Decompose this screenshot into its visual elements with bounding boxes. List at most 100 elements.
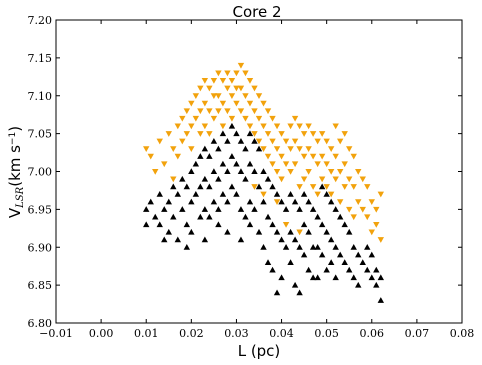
data-point: [233, 85, 240, 92]
data-point: [219, 160, 227, 167]
data-point: [183, 183, 191, 190]
x-tick-label: 0.00: [89, 327, 114, 340]
data-point: [228, 93, 236, 99]
data-point: [355, 199, 362, 205]
data-point: [246, 198, 254, 205]
data-point: [237, 168, 245, 175]
data-point: [287, 228, 294, 235]
data-point: [206, 85, 213, 92]
data-point: [278, 198, 285, 205]
data-point: [278, 153, 285, 160]
data-point: [264, 213, 272, 220]
data-point: [224, 70, 231, 77]
data-point: [278, 176, 285, 183]
data-point: [170, 213, 177, 220]
data-point: [373, 221, 380, 228]
data-point: [251, 206, 258, 212]
data-point: [323, 184, 330, 190]
data-point: [350, 244, 357, 250]
data-point: [174, 191, 181, 197]
plot-frame: [55, 19, 463, 324]
data-point: [337, 251, 344, 258]
data-point: [201, 100, 209, 107]
data-point: [346, 206, 353, 213]
data-point: [264, 175, 272, 182]
data-point: [210, 93, 218, 99]
x-tick-label: −0.01: [39, 327, 73, 340]
data-point: [332, 123, 339, 130]
data-point: [314, 244, 321, 250]
data-point: [305, 146, 312, 152]
data-point: [291, 281, 299, 288]
data-point: [188, 228, 195, 235]
data-point: [156, 191, 163, 197]
y-axis-label-superscript: −1: [8, 132, 18, 145]
data-point: [156, 138, 163, 145]
data-point: [237, 85, 245, 92]
data-point: [192, 191, 200, 197]
data-point: [224, 85, 231, 92]
data-point: [251, 184, 258, 190]
data-point: [373, 281, 380, 288]
data-point: [188, 123, 195, 130]
data-point: [373, 206, 380, 213]
data-point: [165, 131, 172, 137]
data-point: [309, 244, 317, 250]
data-point: [237, 236, 245, 243]
data-point: [341, 184, 348, 190]
data-point: [273, 146, 281, 152]
data-point: [337, 168, 344, 175]
y-tick-label: 6.85: [28, 279, 53, 292]
data-point: [278, 274, 285, 281]
data-point: [291, 138, 299, 145]
data-point: [255, 93, 263, 99]
data-point: [305, 123, 312, 130]
data-point: [269, 183, 276, 190]
data-point: [255, 138, 263, 145]
data-point: [242, 175, 249, 182]
data-point: [332, 244, 339, 250]
data-point: [273, 199, 281, 205]
data-point: [246, 123, 254, 130]
data-point: [305, 228, 312, 235]
data-point: [300, 176, 308, 183]
data-point: [165, 228, 172, 235]
data-point: [300, 191, 308, 197]
data-point: [314, 138, 321, 145]
data-point: [192, 160, 200, 167]
data-point: [147, 153, 154, 160]
data-point: [179, 175, 186, 182]
data-point: [359, 259, 366, 265]
data-point: [206, 153, 213, 159]
data-point: [273, 289, 281, 296]
x-ticks: −0.01 0.00 0.01 0.02 0.03 0.04 0.05 0.06 0.07 0.0…: [39, 20, 474, 340]
x-tick-label: 0.03: [224, 327, 249, 340]
data-point: [350, 153, 357, 160]
data-point: [260, 168, 267, 175]
data-point: [170, 176, 177, 183]
data-point: [350, 274, 357, 281]
data-point: [219, 78, 227, 84]
data-point: [260, 198, 267, 205]
data-point: [327, 198, 335, 205]
data-point: [264, 131, 272, 137]
data-point: [323, 161, 330, 168]
data-point: [269, 115, 276, 122]
x-axis-label: L (pc): [238, 342, 281, 360]
data-point: [368, 274, 375, 281]
data-point: [377, 274, 384, 281]
data-point: [318, 176, 326, 183]
data-point: [174, 123, 181, 130]
y-axis-label-close: ): [6, 126, 24, 132]
data-point: [197, 108, 204, 115]
data-point: [377, 237, 384, 243]
data-point: [282, 206, 290, 212]
data-point: [287, 168, 294, 175]
series-orange-points: [143, 62, 384, 243]
data-point: [296, 184, 303, 190]
data-point: [332, 206, 339, 212]
x-tick-label: 0.04: [269, 327, 294, 340]
data-point: [237, 62, 245, 69]
data-point: [255, 115, 263, 122]
points-layer: [143, 62, 384, 303]
